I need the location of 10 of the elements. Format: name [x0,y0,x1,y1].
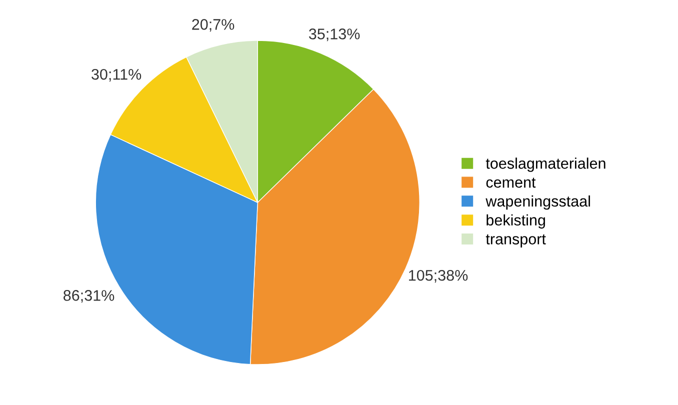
legend-label: cement [486,178,536,188]
legend-label: bekisting [486,214,545,229]
data-label: 86;31% [64,290,114,303]
legend-label: transport [486,234,546,248]
data-label: 105;38% [409,270,468,283]
legend-label: toeslagmaterialen [486,158,606,172]
data-label: 20;7% [192,19,234,32]
data-label: 30;11% [92,68,142,82]
data-label: 35;13% [308,28,360,42]
legend-label: wapeningsstaal [486,195,590,210]
